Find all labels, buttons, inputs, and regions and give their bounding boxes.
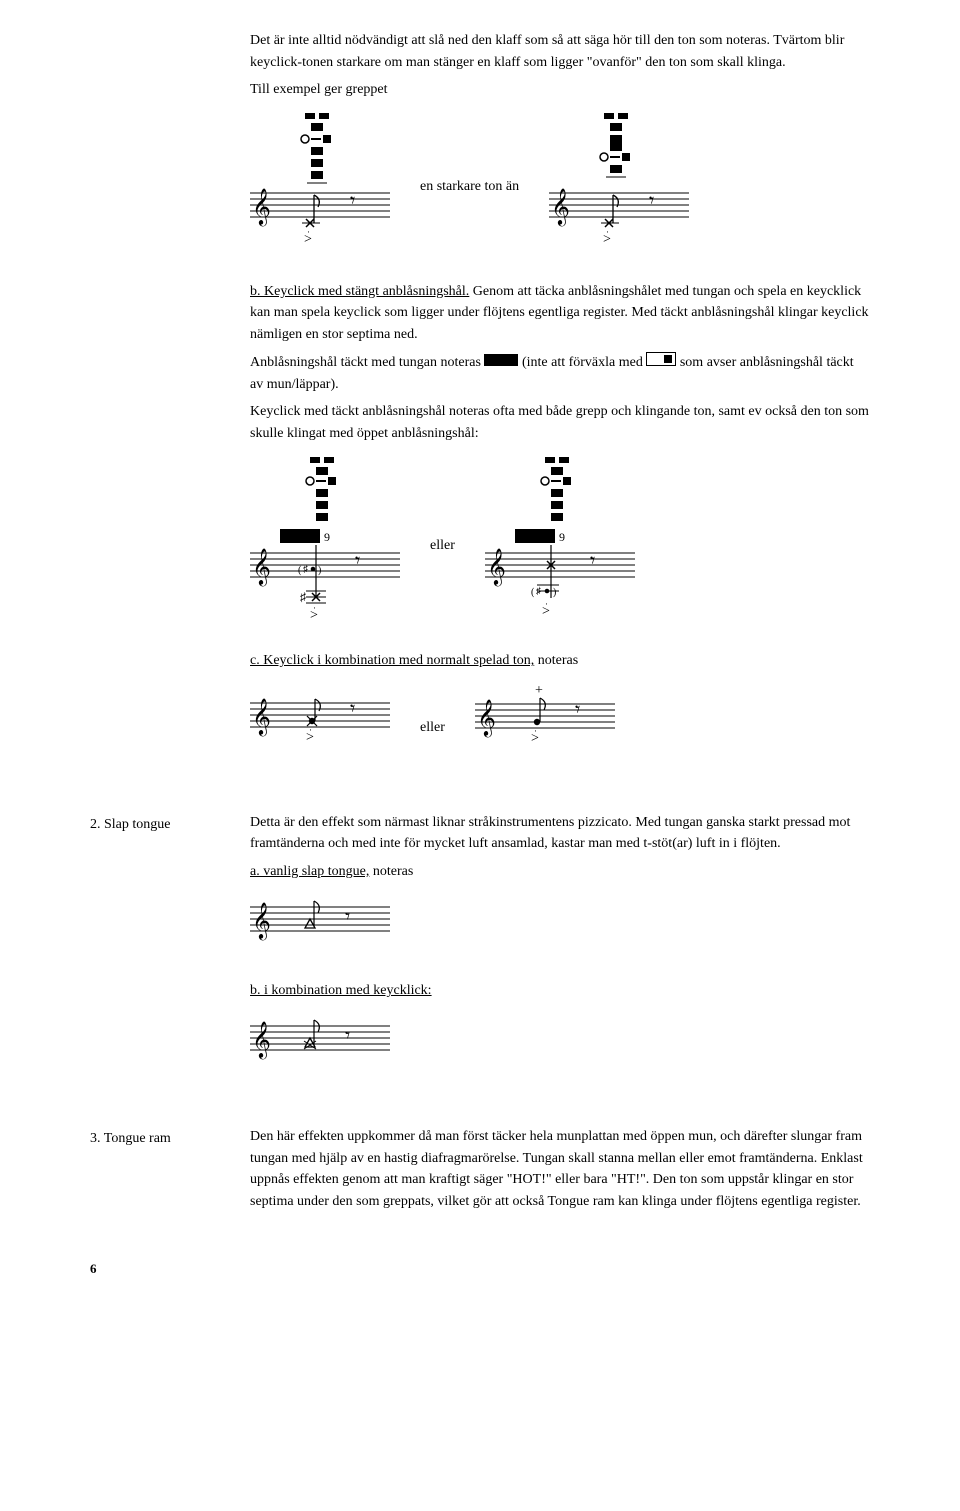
body-text: Detta är den effekt som närmast liknar s… bbox=[250, 812, 870, 855]
svg-text:>: > bbox=[306, 730, 314, 745]
svg-text:𝄾: 𝄾 bbox=[350, 190, 355, 212]
svg-text:𝄞: 𝄞 bbox=[551, 188, 570, 226]
body-text: c. Keyclick i kombination med normalt sp… bbox=[250, 650, 870, 672]
body-text: Anblåsningshål täckt med tungan noteras … bbox=[250, 352, 870, 395]
svg-text:𝄾: 𝄾 bbox=[649, 190, 654, 212]
svg-text:𝄞: 𝄞 bbox=[477, 699, 496, 737]
svg-text:𝄾: 𝄾 bbox=[590, 550, 595, 572]
svg-text:𝄾: 𝄾 bbox=[350, 698, 355, 720]
svg-text:♯: ♯ bbox=[300, 590, 306, 604]
body-text: noteras bbox=[369, 864, 413, 879]
subsection-heading: b. i kombination med keycklick: bbox=[250, 983, 432, 998]
svg-text:𝄞: 𝄞 bbox=[252, 188, 271, 226]
svg-text:): ) bbox=[553, 587, 556, 598]
section-label: 3. Tongue ram bbox=[90, 1126, 250, 1219]
body-text: Keyclick med täckt anblåsningshål notera… bbox=[250, 401, 870, 444]
notation-label: 9 bbox=[324, 530, 330, 544]
svg-text:>: > bbox=[531, 731, 539, 746]
body-text: b. Keyclick med stängt anblåsningshål. G… bbox=[250, 281, 870, 346]
notation-example: 𝄞 · > 𝄾 bbox=[250, 689, 390, 767]
section-heading: b. Keyclick med stängt anblåsningshål. bbox=[250, 284, 469, 299]
svg-text:𝄾: 𝄾 bbox=[575, 699, 580, 721]
symbol-open-box bbox=[646, 352, 676, 374]
svg-text:𝄾: 𝄾 bbox=[345, 906, 350, 928]
notation-example: 9 𝄞 ( ♯ ) ♯ bbox=[250, 457, 400, 635]
svg-text:𝄞: 𝄞 bbox=[487, 548, 506, 586]
body-text: noteras bbox=[534, 653, 578, 668]
svg-text:>: > bbox=[603, 232, 611, 247]
svg-text:𝄞: 𝄞 bbox=[252, 1021, 271, 1059]
svg-text:(: ( bbox=[531, 587, 535, 598]
symbol-filled-box bbox=[484, 352, 518, 374]
notation-example: 𝄞 · > 𝄾 bbox=[250, 113, 390, 261]
connector-text: en starkare ton än bbox=[390, 176, 549, 198]
body-text: (inte att förväxla med bbox=[522, 355, 646, 370]
svg-text:𝄞: 𝄞 bbox=[252, 902, 271, 940]
subsection-heading: a. vanlig slap tongue, bbox=[250, 864, 369, 879]
svg-text:>: > bbox=[310, 608, 318, 623]
body-text: a. vanlig slap tongue, noteras bbox=[250, 861, 870, 883]
svg-text:𝄞: 𝄞 bbox=[252, 548, 271, 586]
notation-example: 𝄞 · > 𝄾 bbox=[549, 113, 689, 261]
body-text: Till exempel ger greppet bbox=[250, 79, 870, 101]
svg-text:>: > bbox=[304, 232, 312, 247]
svg-text:): ) bbox=[318, 565, 321, 576]
notation-example: 𝄞 𝄾 bbox=[250, 889, 870, 967]
notation-example: 9 𝄞 ( ♯ ) bbox=[485, 457, 635, 635]
svg-text:𝄞: 𝄞 bbox=[252, 698, 271, 736]
connector-text: eller bbox=[390, 717, 475, 739]
body-text: Det är inte alltid nödvändigt att slå ne… bbox=[250, 30, 870, 73]
page-number: 6 bbox=[90, 1259, 870, 1279]
svg-text:𝄾: 𝄾 bbox=[345, 1025, 350, 1047]
body-text: Den här effekten uppkommer då man först … bbox=[250, 1126, 870, 1213]
svg-text:𝄾: 𝄾 bbox=[355, 550, 360, 572]
notation-example: 𝄞 𝄾 bbox=[250, 1008, 870, 1086]
notation-example: + 𝄞 · > 𝄾 bbox=[475, 684, 615, 772]
section-heading: c. Keyclick i kombination med normalt sp… bbox=[250, 653, 534, 668]
section-label: 2. Slap tongue bbox=[90, 812, 250, 1086]
svg-text:♯: ♯ bbox=[303, 564, 308, 575]
svg-text:9: 9 bbox=[559, 530, 565, 544]
connector-text: eller bbox=[400, 535, 485, 557]
body-text: b. i kombination med keycklick: bbox=[250, 980, 870, 1002]
svg-text:>: > bbox=[542, 604, 550, 619]
plus-icon: + bbox=[535, 684, 543, 698]
body-text: Anblåsningshål täckt med tungan noteras bbox=[250, 355, 484, 370]
